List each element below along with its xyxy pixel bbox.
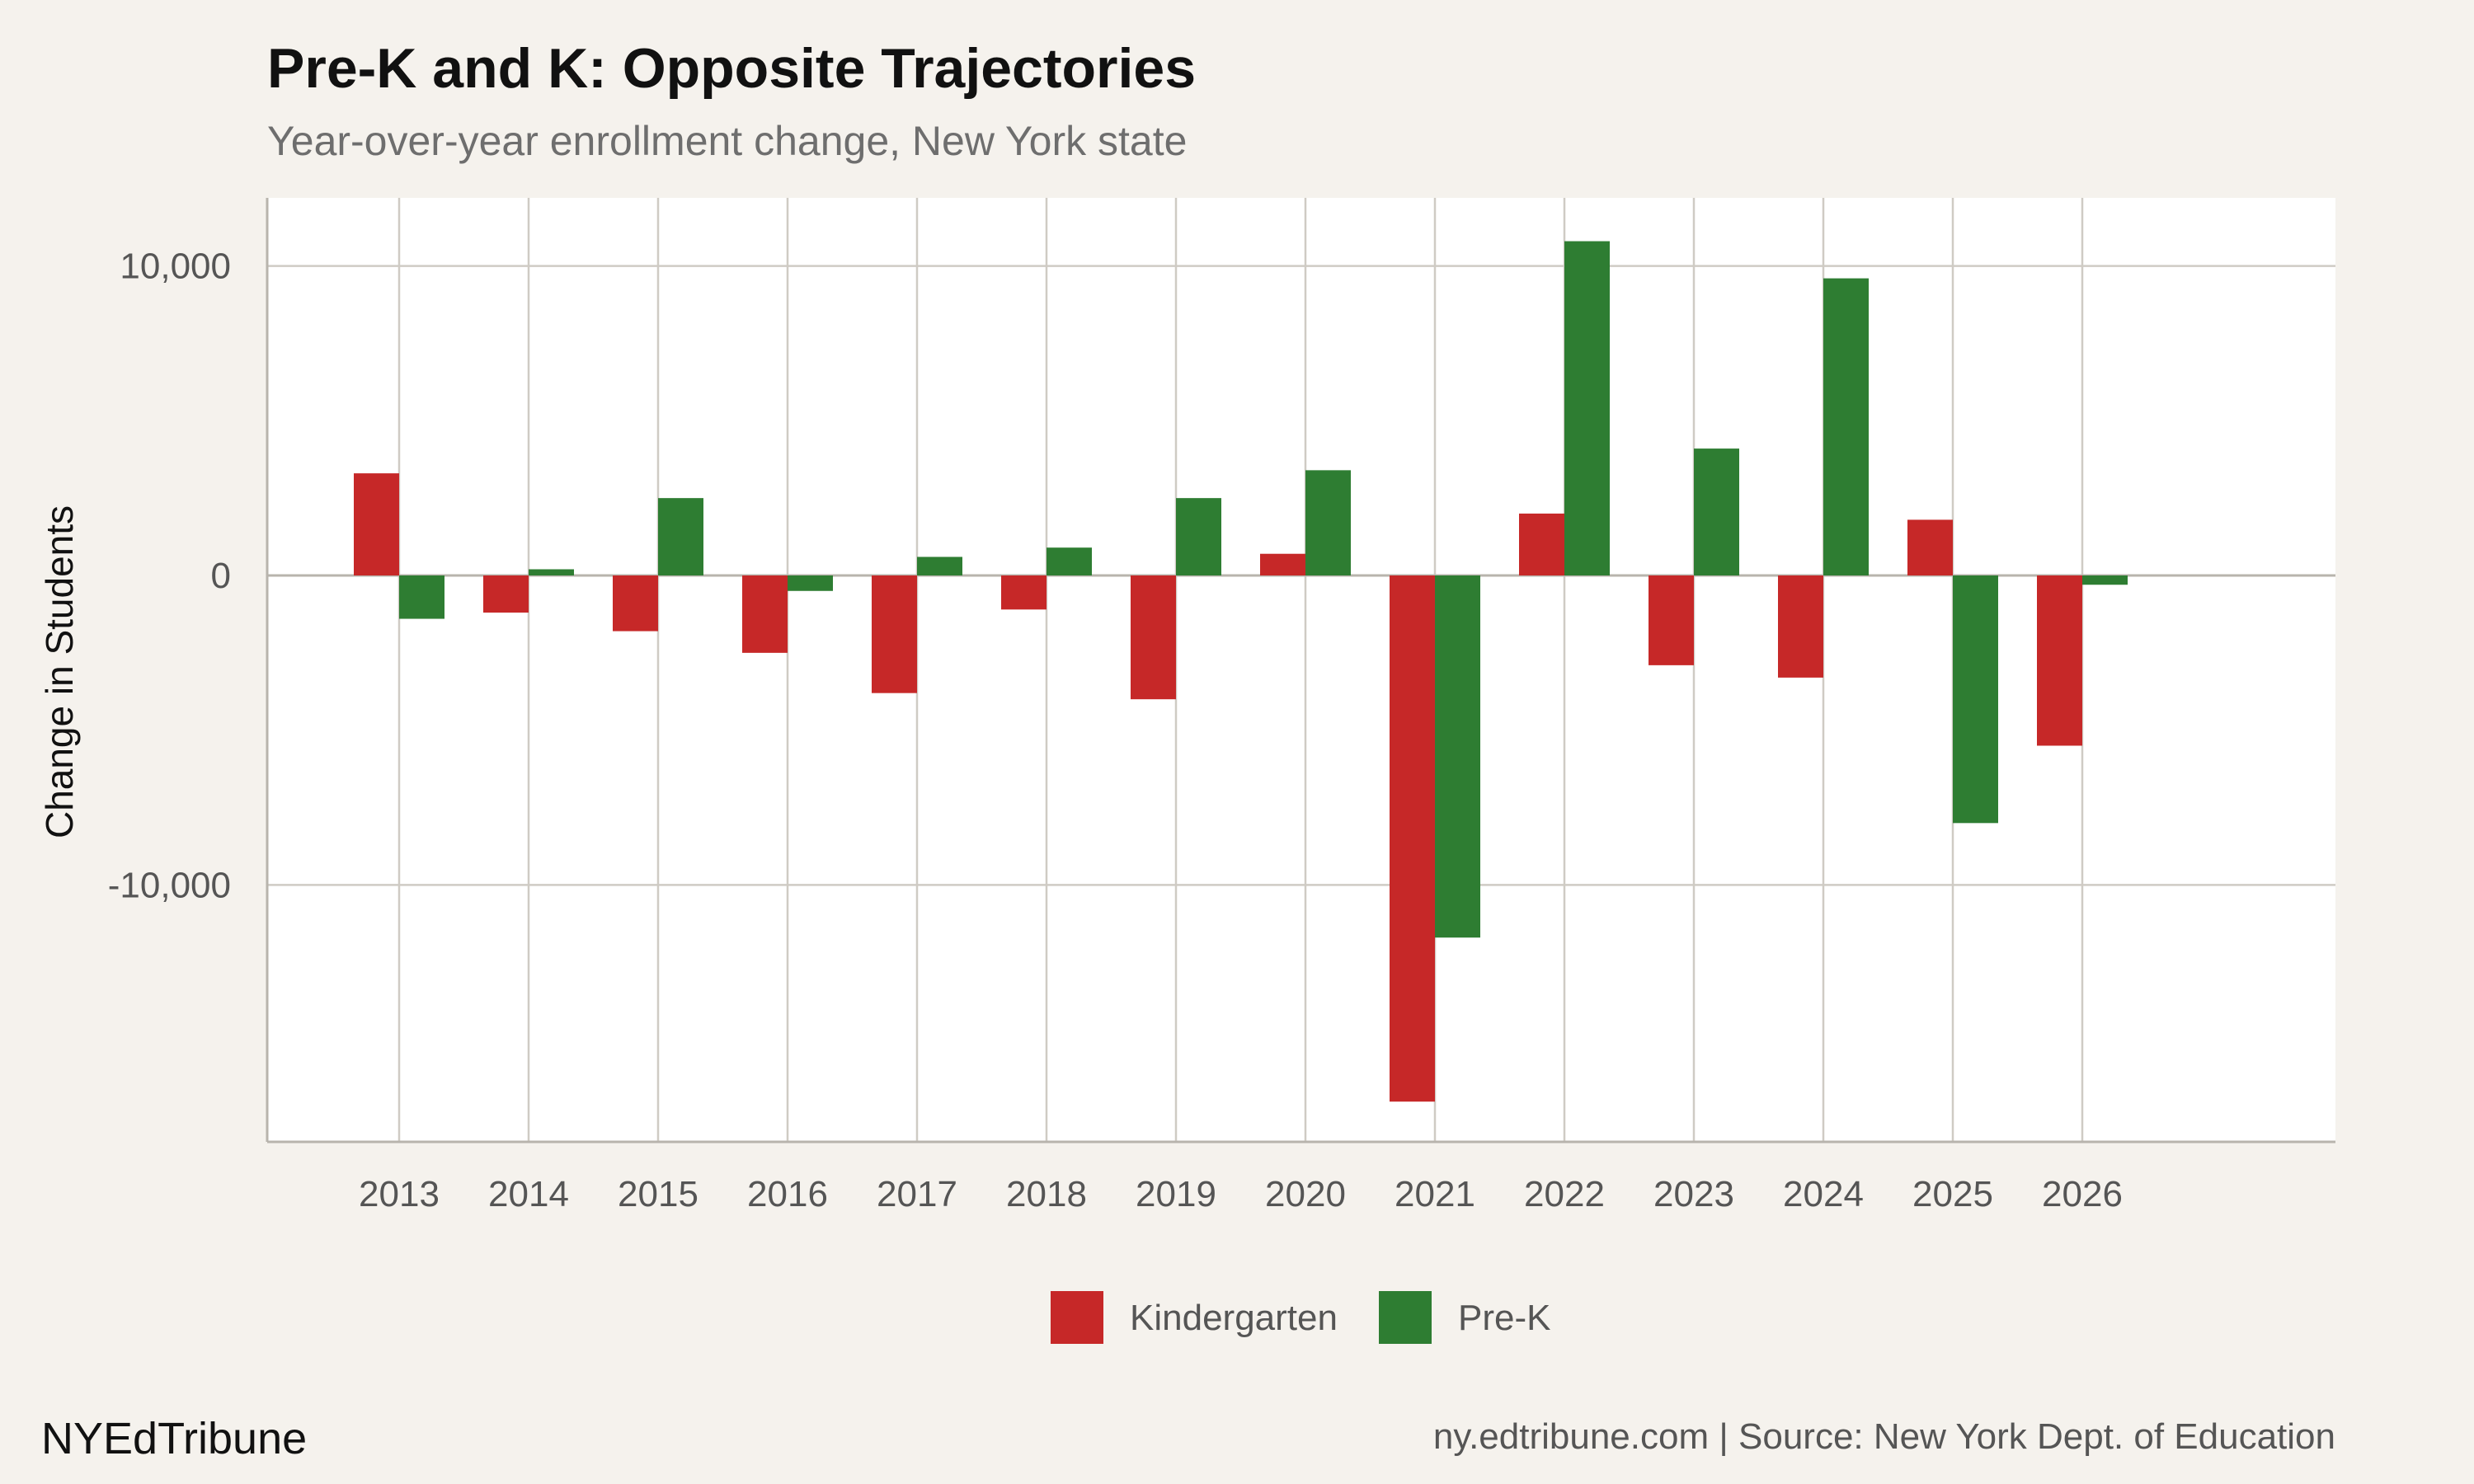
bar-kindergarten-2018 xyxy=(1001,575,1047,610)
bar-pre-k-2016 xyxy=(788,575,833,591)
legend-label-pre-k: Pre-K xyxy=(1458,1298,1550,1338)
y-tick-label: 10,000 xyxy=(120,247,231,287)
bar-kindergarten-2021 xyxy=(1390,575,1435,1102)
bar-kindergarten-2015 xyxy=(613,575,658,632)
bar-pre-k-2013 xyxy=(399,575,444,619)
x-tick-label: 2025 xyxy=(1912,1174,1993,1214)
chart-title: Pre-K and K: Opposite Trajectories xyxy=(267,37,1197,100)
grid xyxy=(267,198,2335,1142)
x-tick-label: 2016 xyxy=(747,1174,828,1214)
brand-label: NYEdTribune xyxy=(41,1414,308,1463)
legend-swatch-kindergarten xyxy=(1051,1291,1103,1344)
plot-panel xyxy=(267,198,2335,1142)
x-tick-label: 2019 xyxy=(1136,1174,1216,1214)
bar-kindergarten-2016 xyxy=(742,575,788,653)
bar-pre-k-2022 xyxy=(1564,241,1610,575)
x-tick-label: 2022 xyxy=(1524,1174,1605,1214)
bar-pre-k-2024 xyxy=(1823,278,1869,575)
chart-subtitle: Year-over-year enrollment change, New Yo… xyxy=(267,118,1188,164)
bar-pre-k-2021 xyxy=(1435,575,1480,938)
x-tick-label: 2026 xyxy=(2042,1174,2123,1214)
x-tick-label: 2024 xyxy=(1783,1174,1864,1214)
bar-pre-k-2025 xyxy=(1953,575,1998,824)
bars xyxy=(354,241,2128,1102)
bar-kindergarten-2023 xyxy=(1649,575,1694,665)
x-tick-label: 2017 xyxy=(877,1174,957,1214)
bar-kindergarten-2014 xyxy=(483,575,529,613)
bar-pre-k-2015 xyxy=(658,498,703,575)
bar-kindergarten-2020 xyxy=(1260,553,1305,575)
bar-pre-k-2019 xyxy=(1176,498,1221,575)
axes: Change in Students 10,000 0 -10,000 2013 201… xyxy=(38,198,2335,1214)
bar-pre-k-2018 xyxy=(1047,547,1092,575)
legend-swatch-pre-k xyxy=(1379,1291,1432,1344)
legend: Kindergarten Pre-K xyxy=(1051,1291,1550,1344)
x-tick-label: 2018 xyxy=(1006,1174,1087,1214)
bar-pre-k-2026 xyxy=(2082,575,2128,585)
bar-kindergarten-2017 xyxy=(872,575,917,693)
x-tick-label: 2014 xyxy=(488,1174,569,1214)
bar-kindergarten-2026 xyxy=(2037,575,2082,746)
x-tick-label: 2020 xyxy=(1265,1174,1346,1214)
bar-kindergarten-2019 xyxy=(1131,575,1176,700)
y-tick-label: 0 xyxy=(211,556,231,596)
x-tick-label: 2021 xyxy=(1395,1174,1475,1214)
bar-kindergarten-2013 xyxy=(354,473,399,575)
bar-pre-k-2020 xyxy=(1305,470,1351,575)
bar-pre-k-2014 xyxy=(529,569,574,575)
bar-pre-k-2023 xyxy=(1694,448,1739,575)
bar-kindergarten-2025 xyxy=(1907,519,1953,575)
x-tick-label: 2023 xyxy=(1653,1174,1734,1214)
bar-kindergarten-2024 xyxy=(1778,575,1823,678)
y-axis-title: Change in Students xyxy=(38,505,81,838)
x-tick-label: 2013 xyxy=(359,1174,440,1214)
bar-kindergarten-2022 xyxy=(1519,513,1564,575)
y-tick-label: -10,000 xyxy=(108,865,231,905)
legend-label-kindergarten: Kindergarten xyxy=(1130,1298,1338,1338)
source-credit: ny.edtribune.com | Source: New York Dept… xyxy=(1432,1416,2335,1457)
bar-pre-k-2017 xyxy=(917,556,962,575)
x-tick-label: 2015 xyxy=(618,1174,698,1214)
